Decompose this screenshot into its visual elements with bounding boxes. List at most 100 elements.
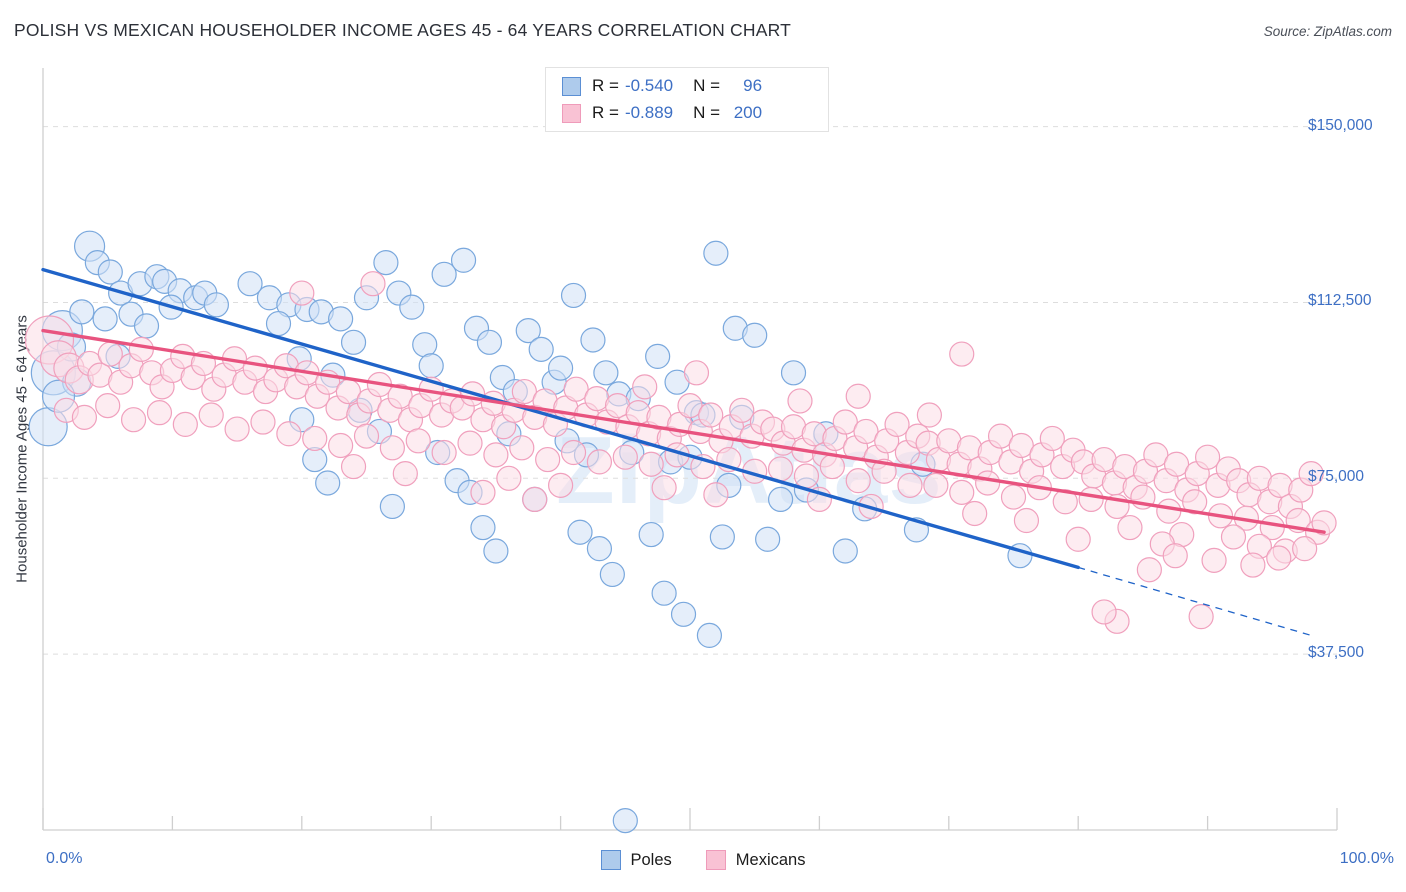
- mexicans-r-label: R =: [592, 103, 619, 122]
- data-point: [1311, 510, 1337, 536]
- data-point: [379, 435, 405, 461]
- data-point: [128, 336, 154, 362]
- data-point: [670, 601, 697, 627]
- poles-r-label: R =: [592, 76, 619, 95]
- data-point: [360, 271, 386, 297]
- data-point: [625, 400, 651, 426]
- data-point: [146, 400, 173, 426]
- data-point: [853, 418, 879, 445]
- data-point: [353, 423, 380, 449]
- data-point: [1240, 552, 1266, 578]
- data-point: [949, 479, 975, 505]
- poles-n-label: N =: [693, 76, 721, 95]
- data-point: [560, 282, 587, 309]
- data-point: [431, 261, 457, 287]
- y-axis-tick-label: $150,000: [1308, 116, 1373, 134]
- data-point: [923, 472, 949, 498]
- data-point: [547, 355, 574, 381]
- data-point: [412, 332, 438, 358]
- data-point: [198, 402, 224, 428]
- data-point: [567, 519, 593, 545]
- data-point: [1292, 536, 1318, 562]
- axes: [42, 68, 1338, 831]
- data-point: [632, 374, 658, 400]
- data-point: [916, 402, 942, 428]
- data-point: [787, 388, 813, 414]
- data-point: [845, 383, 871, 409]
- data-point: [133, 313, 160, 339]
- x-axis-tick-label-min: 0.0%: [46, 850, 83, 867]
- data-point: [203, 292, 229, 318]
- data-point: [450, 247, 477, 273]
- data-point: [962, 500, 988, 527]
- data-point: [1078, 486, 1104, 513]
- data-point: [767, 486, 794, 513]
- y-axis-tick-label: $75,000: [1308, 468, 1365, 486]
- source-attribution: Source: ZipAtlas.com: [1263, 24, 1392, 39]
- data-point: [387, 383, 413, 409]
- y-axis-title: Householder Income Ages 45 - 64 years: [13, 315, 31, 583]
- data-point: [250, 409, 276, 435]
- data-point: [289, 280, 315, 306]
- data-point: [457, 430, 483, 456]
- data-point: [703, 482, 729, 508]
- page-title: POLISH VS MEXICAN HOUSEHOLDER INCOME AGE…: [14, 20, 792, 40]
- data-point: [1220, 524, 1247, 550]
- data-point: [884, 411, 910, 437]
- data-point: [651, 580, 677, 606]
- data-point: [328, 432, 354, 459]
- data-point: [483, 538, 509, 564]
- data-point: [373, 250, 399, 276]
- data-point: [470, 479, 496, 505]
- data-point: [612, 444, 638, 470]
- poles-legend-label: Poles: [630, 850, 672, 869]
- mexicans-swatch-icon: [562, 103, 581, 123]
- data-point: [224, 416, 250, 442]
- data-point: [696, 622, 723, 648]
- stats-row-poles: R = -0.540 N = 96: [562, 73, 828, 100]
- data-point: [638, 521, 664, 548]
- data-point: [956, 435, 983, 461]
- data-point: [1156, 498, 1182, 524]
- data-point: [897, 472, 923, 498]
- data-point: [599, 561, 625, 588]
- data-point: [97, 259, 123, 285]
- data-point: [1143, 442, 1169, 468]
- data-point: [698, 402, 724, 428]
- data-point: [71, 404, 98, 430]
- data-point: [1112, 453, 1138, 480]
- series-points-mexicans: [24, 271, 1337, 634]
- trendline-dashed-extension: [1078, 566, 1312, 637]
- data-point: [563, 376, 589, 402]
- legend-item-mexicans[interactable]: Mexicans: [705, 850, 805, 870]
- data-point: [819, 453, 845, 480]
- data-point: [1298, 461, 1324, 487]
- data-point: [392, 461, 418, 487]
- data-point: [1188, 604, 1214, 630]
- mexicans-r-value: -0.889: [624, 103, 674, 122]
- data-point: [496, 465, 522, 491]
- data-point: [120, 407, 147, 433]
- data-point: [1117, 514, 1143, 541]
- data-point: [845, 468, 871, 494]
- data-point: [69, 299, 95, 325]
- x-axis-tick-label-max: 100.0%: [1339, 850, 1394, 867]
- legend-item-poles[interactable]: Poles: [600, 850, 672, 870]
- data-point: [580, 327, 606, 353]
- data-point: [586, 449, 613, 475]
- data-point: [683, 360, 710, 386]
- data-point: [1267, 472, 1293, 498]
- data-point: [1008, 432, 1034, 459]
- poles-swatch-icon: [562, 76, 581, 96]
- data-point: [832, 538, 858, 564]
- data-point: [515, 317, 541, 344]
- data-point: [832, 409, 858, 435]
- data-point: [1052, 489, 1078, 515]
- data-point: [511, 378, 537, 405]
- data-point: [276, 421, 302, 447]
- poles-legend-swatch-icon: [600, 850, 621, 870]
- data-point: [1266, 545, 1292, 571]
- data-point: [302, 425, 328, 452]
- data-point: [780, 360, 807, 386]
- data-point: [340, 329, 367, 355]
